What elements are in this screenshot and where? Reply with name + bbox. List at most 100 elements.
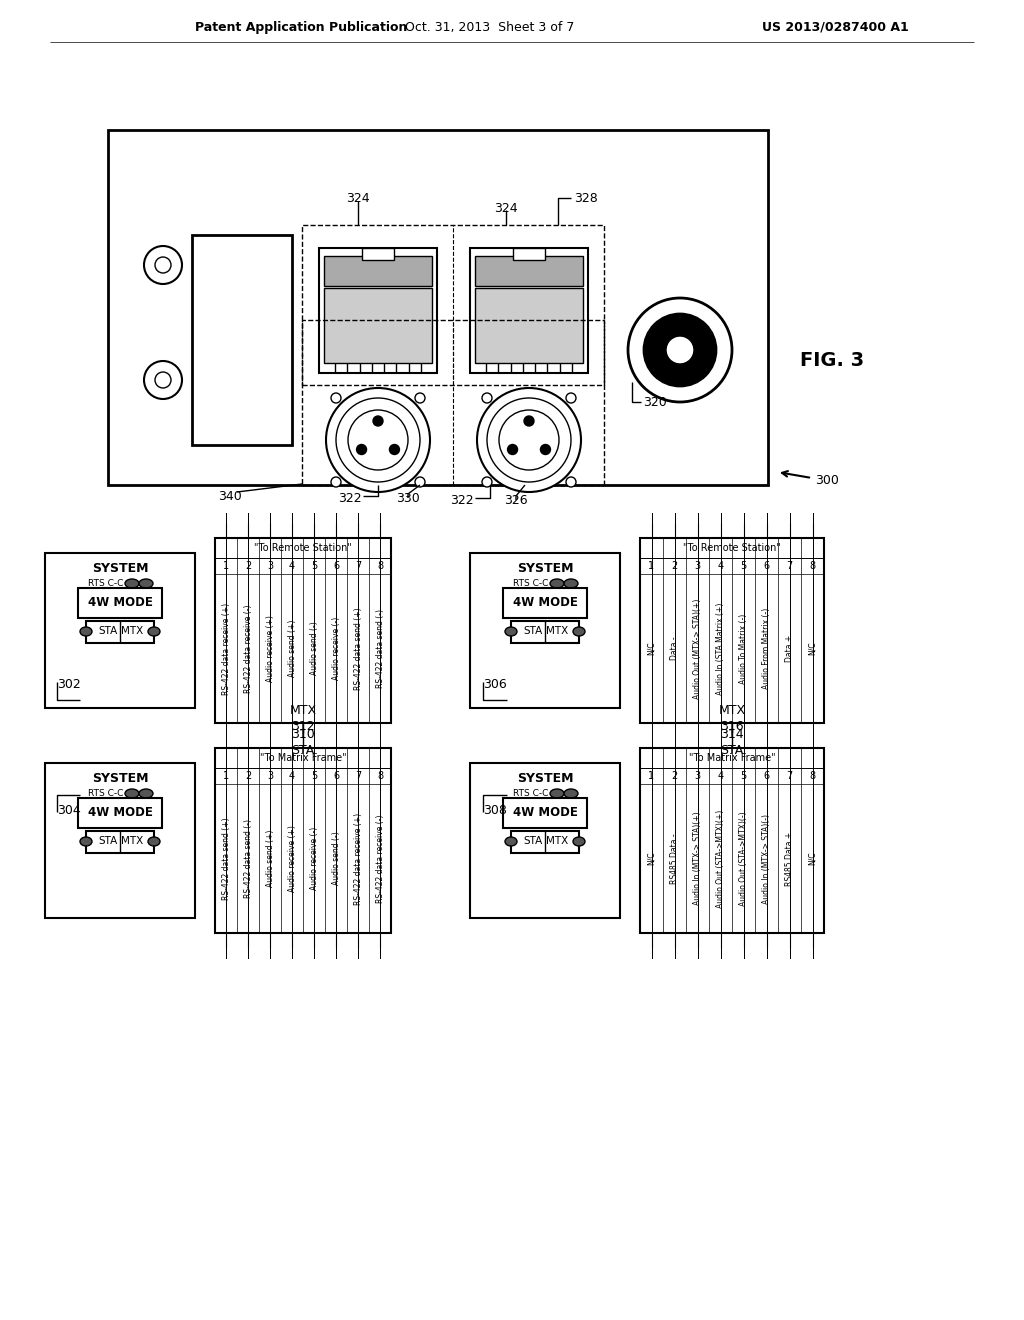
Circle shape [499, 411, 559, 470]
Circle shape [144, 246, 182, 284]
Text: "To Remote Station": "To Remote Station" [254, 543, 352, 553]
Circle shape [356, 445, 367, 454]
Text: Audio receive (+): Audio receive (+) [288, 825, 297, 892]
Text: 4: 4 [718, 561, 724, 572]
Bar [86, 830, 154, 853]
Text: 3: 3 [694, 771, 700, 781]
Text: 322: 322 [338, 491, 361, 504]
Text: SYSTEM: SYSTEM [517, 562, 573, 576]
Text: RTS C-C: RTS C-C [513, 579, 549, 587]
Circle shape [326, 388, 430, 492]
Circle shape [487, 399, 571, 482]
Ellipse shape [125, 789, 139, 799]
Text: 4W MODE: 4W MODE [513, 807, 578, 818]
Text: Audio send (+): Audio send (+) [288, 620, 297, 677]
Text: 340: 340 [218, 490, 242, 503]
Text: N/C: N/C [647, 851, 656, 866]
Ellipse shape [139, 579, 153, 587]
Bar [324, 288, 432, 363]
Text: 312: 312 [291, 719, 314, 733]
Text: 324: 324 [495, 202, 518, 214]
Text: 4W MODE: 4W MODE [88, 597, 153, 609]
Circle shape [482, 477, 492, 487]
Text: 8: 8 [809, 561, 815, 572]
Bar [319, 248, 437, 372]
Text: RS-422 data receive (-): RS-422 data receive (-) [376, 814, 384, 903]
Text: 4: 4 [289, 561, 295, 572]
Ellipse shape [125, 579, 139, 587]
Bar [324, 256, 432, 285]
Text: 8: 8 [377, 561, 383, 572]
Text: RS485 Data -: RS485 Data - [670, 833, 679, 884]
Text: STA: STA [720, 744, 743, 758]
Text: RS-422 data send (-): RS-422 data send (-) [376, 609, 384, 688]
Text: 4: 4 [718, 771, 724, 781]
Circle shape [628, 298, 732, 403]
Text: RTS C-C: RTS C-C [513, 789, 549, 799]
Text: 330: 330 [396, 491, 420, 504]
Text: 6: 6 [764, 771, 770, 781]
Circle shape [144, 360, 182, 399]
Text: 328: 328 [574, 191, 598, 205]
Text: MTX: MTX [546, 627, 568, 636]
Bar [302, 224, 604, 385]
Text: RS-422 data send (-): RS-422 data send (-) [244, 818, 253, 898]
Text: 314: 314 [720, 729, 743, 742]
Text: 1: 1 [223, 561, 229, 572]
Text: RS485 Data +: RS485 Data + [785, 832, 794, 886]
Bar [470, 553, 620, 708]
Bar [470, 763, 620, 917]
Text: 320: 320 [643, 396, 667, 408]
Bar [640, 748, 824, 933]
Text: Audio In (STA Matrix (+): Audio In (STA Matrix (+) [716, 602, 725, 694]
Bar [86, 620, 154, 643]
Text: STA: STA [98, 627, 118, 636]
Text: N/C: N/C [808, 642, 817, 655]
Circle shape [389, 445, 399, 454]
Text: 7: 7 [355, 771, 361, 781]
Circle shape [477, 388, 581, 492]
Text: 5: 5 [740, 561, 746, 572]
Text: 5: 5 [311, 771, 317, 781]
Text: 304: 304 [57, 804, 81, 817]
Bar [475, 288, 583, 363]
Ellipse shape [148, 837, 160, 846]
Text: RS-422 data send (+): RS-422 data send (+) [221, 817, 230, 900]
Text: 302: 302 [57, 678, 81, 692]
Circle shape [666, 337, 694, 364]
Text: SYSTEM: SYSTEM [92, 772, 148, 785]
Text: 2: 2 [245, 561, 251, 572]
Text: N/C: N/C [808, 851, 817, 866]
Text: 8: 8 [377, 771, 383, 781]
Text: RS-422 data receive (+): RS-422 data receive (+) [221, 602, 230, 694]
Circle shape [155, 372, 171, 388]
Text: Audio From Matrix (-): Audio From Matrix (-) [762, 609, 771, 689]
Circle shape [415, 477, 425, 487]
Text: 7: 7 [786, 771, 793, 781]
Text: 3: 3 [694, 561, 700, 572]
Bar [45, 763, 195, 917]
Text: 6: 6 [333, 561, 339, 572]
Text: 1: 1 [648, 771, 654, 781]
Text: Audio send (+): Audio send (+) [265, 830, 274, 887]
Text: RS-422 data send (+): RS-422 data send (+) [353, 607, 362, 690]
Text: Patent Application Publication: Patent Application Publication [195, 21, 408, 33]
Text: Audio In (MTX-> STA)(-): Audio In (MTX-> STA)(-) [762, 813, 771, 903]
Text: Audio receive (-): Audio receive (-) [332, 616, 341, 680]
Ellipse shape [80, 627, 92, 636]
Bar [78, 797, 162, 828]
Text: 322: 322 [451, 494, 474, 507]
Circle shape [331, 393, 341, 403]
Text: 4: 4 [289, 771, 295, 781]
Text: Data -: Data - [670, 636, 679, 660]
Circle shape [566, 393, 575, 403]
Circle shape [524, 416, 534, 426]
Text: Oct. 31, 2013  Sheet 3 of 7: Oct. 31, 2013 Sheet 3 of 7 [406, 21, 574, 33]
Text: MTX: MTX [719, 704, 745, 717]
Text: SYSTEM: SYSTEM [517, 772, 573, 785]
Circle shape [331, 477, 341, 487]
Text: 3: 3 [267, 561, 273, 572]
Text: 6: 6 [333, 771, 339, 781]
Bar [215, 539, 391, 723]
Text: RS-422 data receive (-): RS-422 data receive (-) [244, 605, 253, 693]
